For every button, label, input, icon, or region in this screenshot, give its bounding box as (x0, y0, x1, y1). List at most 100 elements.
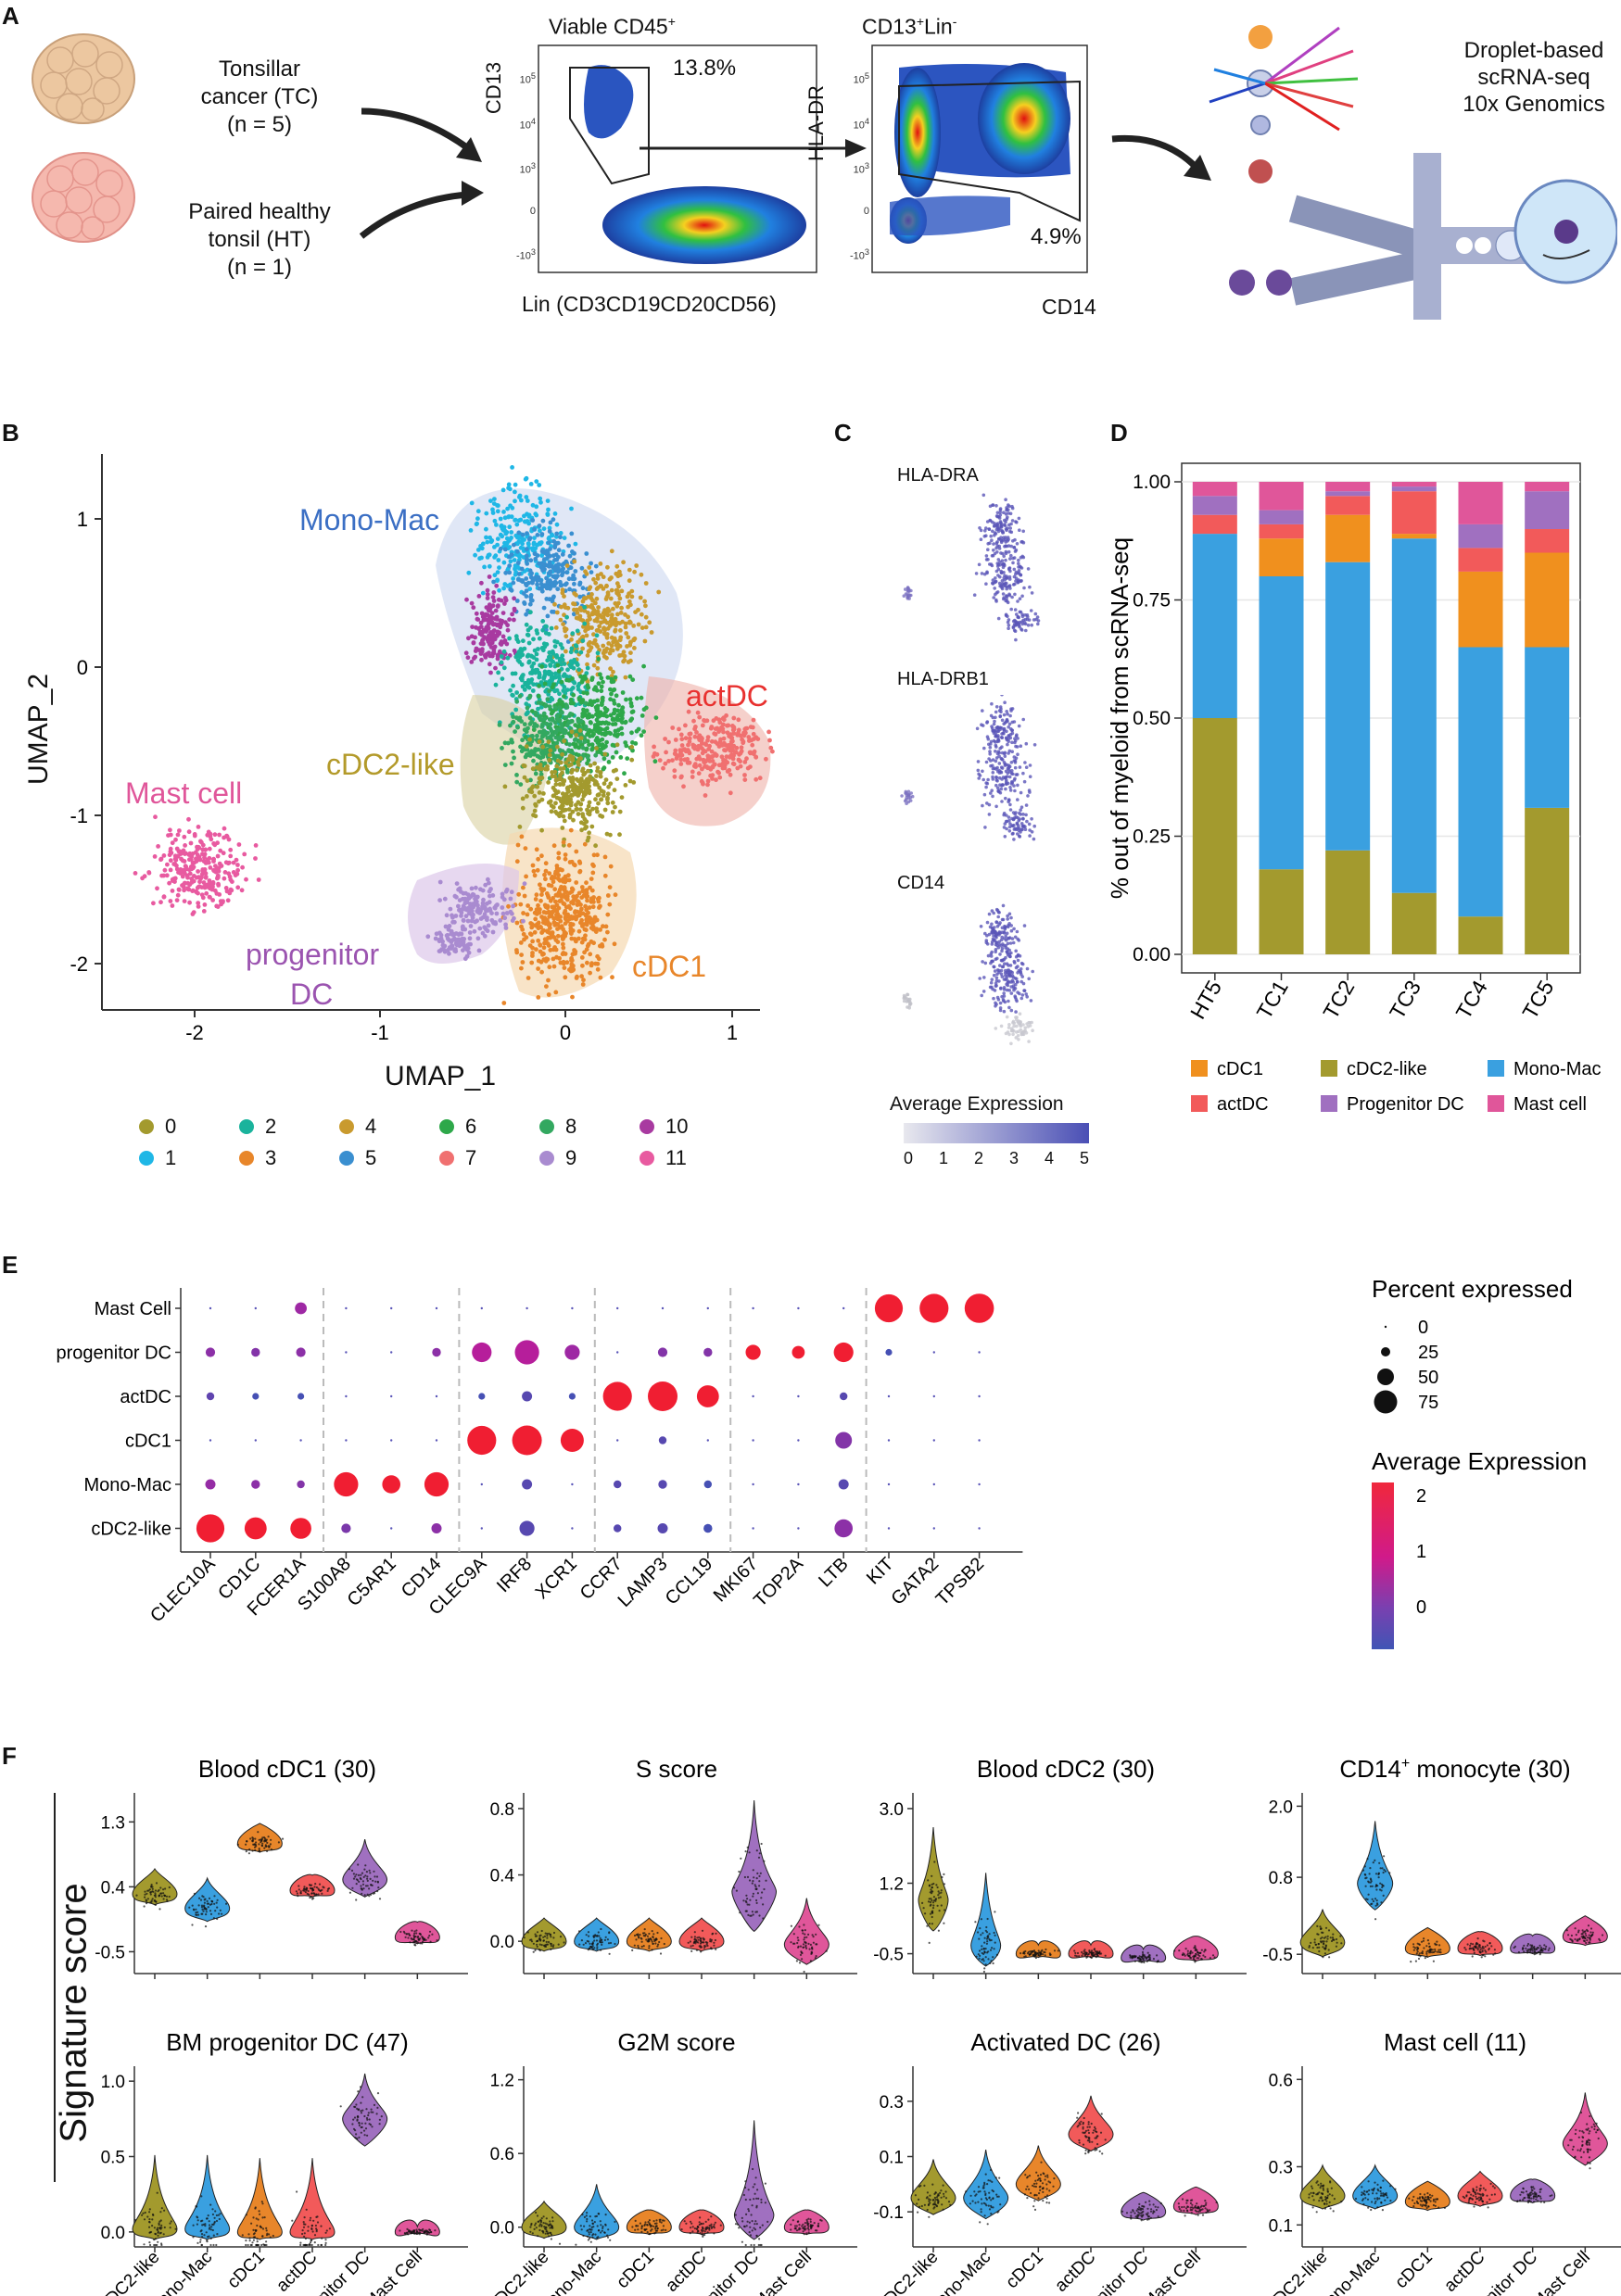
featplot-point (981, 709, 984, 713)
umap-point (566, 807, 572, 812)
umap-point (621, 650, 627, 655)
umap-point (190, 864, 196, 869)
dot-legend-expr-tick: 2 (1416, 1486, 1426, 1507)
umap-point (609, 612, 614, 618)
umap-point (614, 693, 619, 699)
umap-point (699, 738, 704, 744)
dot-mark (797, 1439, 800, 1442)
umap-point (533, 771, 538, 776)
umap-point (576, 900, 580, 905)
umap-point (602, 781, 607, 787)
featplot-point (999, 770, 1004, 775)
umap-point (488, 670, 493, 675)
featplot-point (990, 909, 994, 913)
umap-point (529, 786, 535, 790)
umap-point (570, 758, 576, 763)
featplot-point (1016, 971, 1019, 975)
umap-point (569, 531, 575, 536)
featplot-point (1008, 802, 1012, 807)
panel-e-letter: E (2, 1251, 19, 1279)
umap-point (536, 966, 540, 971)
dot-legend-pct: 50 (1418, 1368, 1438, 1388)
featplot-point (1013, 788, 1017, 793)
featplot-point (1005, 814, 1008, 817)
umap-point (619, 725, 624, 731)
umap-point (196, 890, 200, 896)
violin-point (150, 1899, 153, 1902)
bar-legend-label: Progenitor DC (1347, 1094, 1464, 1115)
umap-point (190, 860, 196, 865)
featplot-point (1013, 618, 1017, 623)
umap-point (663, 761, 668, 766)
umap-point (611, 606, 615, 612)
umap-point (542, 872, 547, 877)
featplot-point (1005, 1015, 1009, 1019)
violin-point (213, 1902, 216, 1905)
violin-point (153, 1894, 156, 1897)
legend-dot-icon (239, 1151, 254, 1166)
umap-point (466, 895, 472, 901)
umap-point (548, 722, 553, 726)
dot-mark (885, 1348, 893, 1356)
featplot-point (1030, 623, 1033, 627)
umap-point (608, 781, 614, 787)
umap-point (549, 580, 554, 586)
umap-point (524, 612, 528, 617)
umap-point (253, 856, 258, 861)
umap-point (579, 827, 584, 833)
umap-point (512, 606, 517, 612)
umap-point (562, 818, 567, 824)
featplot-point (1004, 787, 1007, 791)
umap-point (515, 725, 520, 730)
umap-point (496, 558, 501, 562)
umap-point (595, 609, 601, 614)
umap-point (495, 542, 500, 548)
bar-segment (1192, 718, 1237, 954)
umap-point (466, 941, 472, 947)
dot-mark (568, 1393, 576, 1400)
umap-point (599, 797, 603, 802)
bar-segment (1458, 482, 1503, 524)
umap-point (595, 573, 601, 578)
umap-point (580, 638, 586, 643)
legend-dot-icon (640, 1151, 654, 1166)
umap-point (528, 777, 533, 783)
featplot-point (980, 993, 983, 998)
violin-point (266, 1849, 269, 1852)
umap-point (554, 727, 560, 733)
umap-point (700, 766, 704, 772)
umap-point (605, 929, 610, 935)
featplot-point (984, 760, 989, 764)
umap-point (540, 648, 546, 653)
umap-point (561, 839, 566, 845)
violin-point (208, 1897, 211, 1899)
featplot-point (1005, 597, 1008, 600)
umap-point (207, 878, 212, 883)
umap-point (728, 790, 733, 796)
violin-point (207, 1902, 210, 1905)
umap-point (510, 612, 514, 617)
umap-point (742, 726, 748, 732)
umap-point (589, 596, 594, 601)
umap-point (520, 805, 526, 811)
umap-point (217, 892, 222, 897)
umap-point (599, 620, 603, 625)
featplot-point (998, 964, 1002, 967)
umap-point (566, 749, 572, 753)
umap-point (557, 691, 562, 697)
featplot-point (991, 931, 994, 935)
umap-point (503, 596, 508, 600)
dot-row-label: Mono-Mac (84, 1475, 171, 1495)
featplot-point (1005, 710, 1008, 713)
violin-point (214, 1910, 217, 1912)
umap-point (554, 716, 560, 722)
umap-point (208, 865, 213, 870)
umap-point (509, 889, 514, 895)
cluster-label-cdc2: cDC2-like (326, 748, 455, 781)
umap-point (589, 961, 594, 966)
umap-point (587, 565, 592, 570)
featplot-point (986, 558, 990, 561)
umap-point (683, 723, 688, 728)
featplot-point (989, 791, 993, 795)
featplot-point (902, 999, 906, 1003)
